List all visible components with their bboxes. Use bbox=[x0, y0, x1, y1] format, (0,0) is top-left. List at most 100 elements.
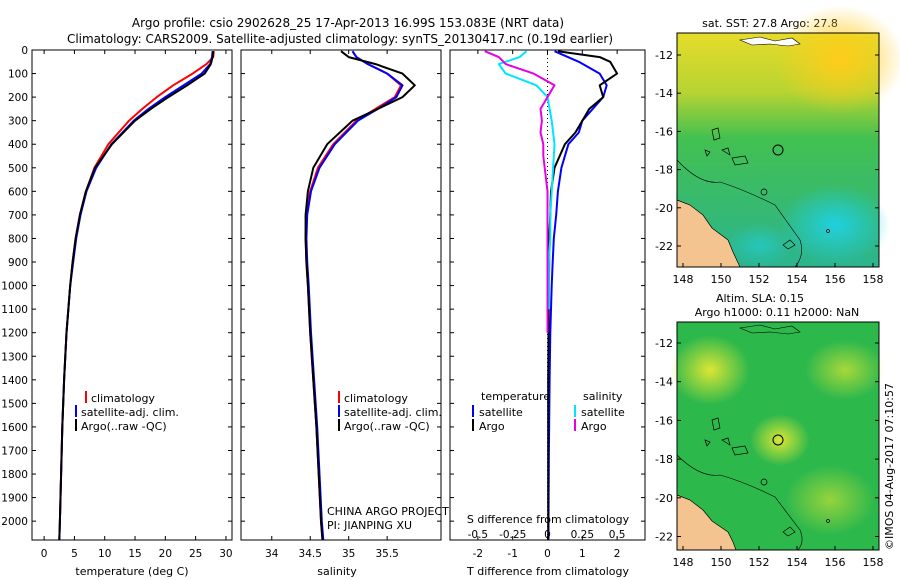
map-lat-tick-label: -20 bbox=[655, 202, 673, 215]
depth-tick-label: 1700 bbox=[1, 445, 28, 457]
depth-tick-label: 0 bbox=[21, 45, 28, 57]
map-lon-tick-label: 148 bbox=[673, 273, 694, 286]
salinity-panel: 34 34.5 35 35.5 salinity climatology satell… bbox=[240, 49, 449, 578]
temperature-legend: climatology satellite-adj. clim. Argo(..… bbox=[75, 391, 179, 433]
depth-tick-label: 2000 bbox=[1, 516, 28, 528]
sst-map-axes: 148 150 152 154 156 158 -12 -14 -16 -18 -20 -22 bbox=[655, 49, 883, 286]
x-tick-label: 15 bbox=[128, 548, 141, 560]
salinity-difference-tick-label: -0.25 bbox=[499, 529, 526, 541]
sla-map-axes: 148 150 152 154 156 158 -12 -14 -16 -18 -20 -22 bbox=[655, 337, 883, 569]
sla-map-frame bbox=[676, 321, 880, 551]
sla-high-patch bbox=[670, 335, 750, 405]
legend-label-climatology: climatology bbox=[344, 392, 408, 405]
salinity-plot-frame bbox=[240, 49, 442, 541]
sst-island-marker-3 bbox=[782, 239, 796, 250]
sla-argo-position-marker bbox=[772, 434, 784, 446]
map-lat-tick-label: -18 bbox=[655, 453, 673, 466]
legend-label-temp-satellite: satellite bbox=[479, 406, 523, 419]
map-lon-tick-label: 158 bbox=[863, 556, 884, 569]
depth-tick-label: 1400 bbox=[1, 375, 28, 387]
map-lat-tick-label: -20 bbox=[655, 492, 673, 505]
sla-map-title-line1: Altim. SLA: 0.15 bbox=[716, 292, 804, 305]
map-lon-tick-label: 156 bbox=[825, 556, 846, 569]
depth-tick-label: 100 bbox=[8, 69, 28, 81]
depth-tick-label: 700 bbox=[8, 210, 28, 222]
series-line-salinity-argo bbox=[484, 50, 556, 333]
map-lon-tick-label: 150 bbox=[711, 556, 732, 569]
sst-map: sat. SST: 27.8 Argo: 27.8 148 150 152 154 15… bbox=[655, 5, 900, 286]
legend-heading-temperature: temperature bbox=[481, 390, 550, 403]
map-lon-tick-label: 154 bbox=[787, 556, 808, 569]
sst-shelf-contour bbox=[676, 159, 802, 268]
x-tick-label: 2 bbox=[614, 548, 621, 560]
map-lon-tick-label: 154 bbox=[787, 273, 808, 286]
salinity-legend: climatology satellite-adj. clim. Argo(..… bbox=[338, 391, 442, 433]
temperature-series bbox=[58, 51, 215, 540]
sla-shelf-contour bbox=[676, 454, 803, 551]
salinity-difference-tick-label: 0.25 bbox=[571, 529, 594, 541]
salinity-xlabel: salinity bbox=[317, 565, 357, 578]
sla-island-marker-2 bbox=[782, 526, 796, 537]
legend-label-sal-satellite: satellite bbox=[581, 406, 625, 419]
map-lat-tick-label: -14 bbox=[655, 87, 673, 100]
legend-label-climatology: climatology bbox=[91, 392, 155, 405]
temperature-depth-axis: 0 100 200 300 400 500 600 700 800 900 1000 1100 1200… bbox=[1, 45, 232, 528]
pi-annotation: PI: JIANPING XU bbox=[327, 519, 412, 532]
sla-high-patch-2 bbox=[750, 414, 810, 466]
x-tick-label: 34 bbox=[265, 548, 279, 560]
legend-label-satellite: satellite-adj. clim. bbox=[81, 406, 179, 419]
depth-tick-label: 1600 bbox=[1, 422, 28, 434]
sst-cool-patch-2 bbox=[725, 223, 795, 267]
sst-argo-position-marker bbox=[772, 144, 784, 156]
x-tick-label: 30 bbox=[219, 548, 232, 560]
depth-tick-label: 1300 bbox=[1, 351, 28, 363]
x-tick-label: -2 bbox=[473, 548, 483, 560]
map-lon-tick-label: 158 bbox=[863, 273, 884, 286]
map-lat-tick-label: -22 bbox=[655, 531, 673, 544]
map-lat-tick-label: -16 bbox=[655, 125, 673, 138]
x-tick-label: 1 bbox=[579, 548, 586, 560]
sla-reef-outline bbox=[738, 324, 801, 335]
map-lat-tick-label: -16 bbox=[655, 414, 673, 427]
difference-series bbox=[484, 50, 619, 540]
sst-reef-outline bbox=[738, 36, 801, 47]
series-line-argo-raw-qc bbox=[58, 51, 215, 540]
depth-tick-label: 1900 bbox=[1, 493, 28, 505]
sla-map-field bbox=[670, 322, 885, 551]
imos-footer: ©IMOS 04-Aug-2017 07:10:57 bbox=[883, 383, 896, 550]
x-tick-label: 25 bbox=[189, 548, 202, 560]
x-tick-label: 10 bbox=[98, 548, 111, 560]
sst-island-marker bbox=[760, 188, 768, 196]
temperature-difference-xlabel: T difference from climatology bbox=[466, 565, 629, 578]
depth-tick-label: 400 bbox=[8, 139, 28, 151]
depth-tick-label: 1500 bbox=[1, 398, 28, 410]
depth-tick-label: 1800 bbox=[1, 469, 28, 481]
depth-tick-label: 300 bbox=[8, 116, 28, 128]
sst-island-marker-2 bbox=[826, 229, 830, 233]
legend-label-satellite: satellite-adj. clim. bbox=[344, 406, 442, 419]
legend-label-argo: Argo(..raw -QC) bbox=[344, 420, 430, 433]
map-lat-tick-label: -12 bbox=[655, 49, 673, 62]
series-line-salinity-satellite bbox=[497, 50, 556, 310]
series-line-temperature-satellite bbox=[547, 50, 608, 540]
project-annotation: CHINA ARGO PROJECT bbox=[327, 505, 449, 518]
sst-map-frame bbox=[676, 32, 880, 268]
salinity-series bbox=[304, 50, 416, 540]
difference-depth-ticks bbox=[450, 49, 645, 522]
x-tick-label: 20 bbox=[159, 548, 172, 560]
sla-reef-islands bbox=[704, 417, 749, 456]
sla-island-marker-3 bbox=[826, 519, 830, 523]
sla-high-patch-4 bbox=[785, 465, 875, 535]
x-tick-label: -1 bbox=[507, 548, 517, 560]
map-lat-tick-label: -12 bbox=[655, 337, 673, 350]
x-tick-label: 0 bbox=[544, 548, 551, 560]
sla-high-patch-3 bbox=[805, 340, 885, 400]
sla-map: Altim. SLA: 0.15 Argo h1000: 0.11 h2000:… bbox=[655, 292, 885, 569]
sst-cool-patch bbox=[780, 185, 890, 265]
depth-tick-label: 1000 bbox=[1, 281, 28, 293]
temperature-x-axis: 0 5 10 15 20 25 30 bbox=[41, 50, 233, 560]
legend-heading-salinity: salinity bbox=[583, 390, 623, 403]
salinity-difference-tick-label: 0.5 bbox=[609, 529, 626, 541]
